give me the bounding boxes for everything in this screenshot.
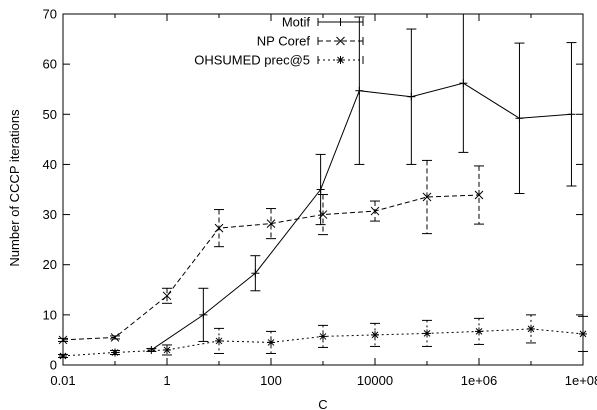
data-point (215, 224, 223, 232)
axis-ticks: 0.01 1 100 10000 1e+06 1e+08 0 10 20 30 40 50 60 70 (43, 7, 597, 389)
legend-label: OHSUMED prec@5 (194, 53, 310, 68)
legend: Motif NP Coref OHSUMED prec@5 (194, 15, 363, 68)
x-tick-label: 0.01 (50, 373, 75, 388)
data-point (423, 329, 431, 337)
series-np-coref (58, 160, 484, 344)
y-tick-label: 70 (43, 7, 57, 22)
data-point (515, 114, 523, 122)
series-ohsumed-prec-5 (58, 315, 588, 360)
y-tick-label: 40 (43, 157, 57, 172)
legend-label: Motif (282, 15, 311, 30)
data-point (337, 56, 345, 64)
legend-item: NP Coref (257, 34, 363, 49)
x-tick-label: 10000 (357, 373, 393, 388)
data-point (215, 337, 223, 345)
y-tick-label: 10 (43, 307, 57, 322)
y-tick-label: 30 (43, 207, 57, 222)
data-point (163, 346, 171, 354)
data-point (355, 87, 363, 95)
x-tick-label: 1e+06 (461, 373, 498, 388)
legend-item: Motif (282, 15, 363, 30)
data-point (475, 327, 483, 335)
x-axis-label: C (318, 397, 327, 410)
x-tick-label: 100 (260, 373, 282, 388)
y-tick-label: 0 (50, 358, 57, 373)
data-point (319, 332, 327, 340)
legend-label: NP Coref (257, 34, 311, 49)
data-point (59, 352, 67, 360)
x-tick-label: 1e+08 (565, 373, 597, 388)
data-point (111, 348, 119, 356)
legend-item: OHSUMED prec@5 (194, 53, 363, 68)
data-point (337, 18, 345, 26)
data-point (567, 110, 575, 118)
data-point (579, 330, 587, 338)
y-tick-label: 50 (43, 107, 57, 122)
y-tick-label: 20 (43, 257, 57, 272)
y-tick-label: 60 (43, 57, 57, 72)
data-point (371, 331, 379, 339)
series-line (151, 83, 571, 350)
data-point (267, 338, 275, 346)
data-point (459, 79, 467, 87)
data-point (527, 325, 535, 333)
series-layer (58, 14, 588, 360)
x-tick-label: 1 (163, 373, 170, 388)
data-point (147, 346, 155, 354)
y-axis-label: Number of CCCP iterations (7, 109, 22, 267)
data-point (407, 93, 415, 101)
